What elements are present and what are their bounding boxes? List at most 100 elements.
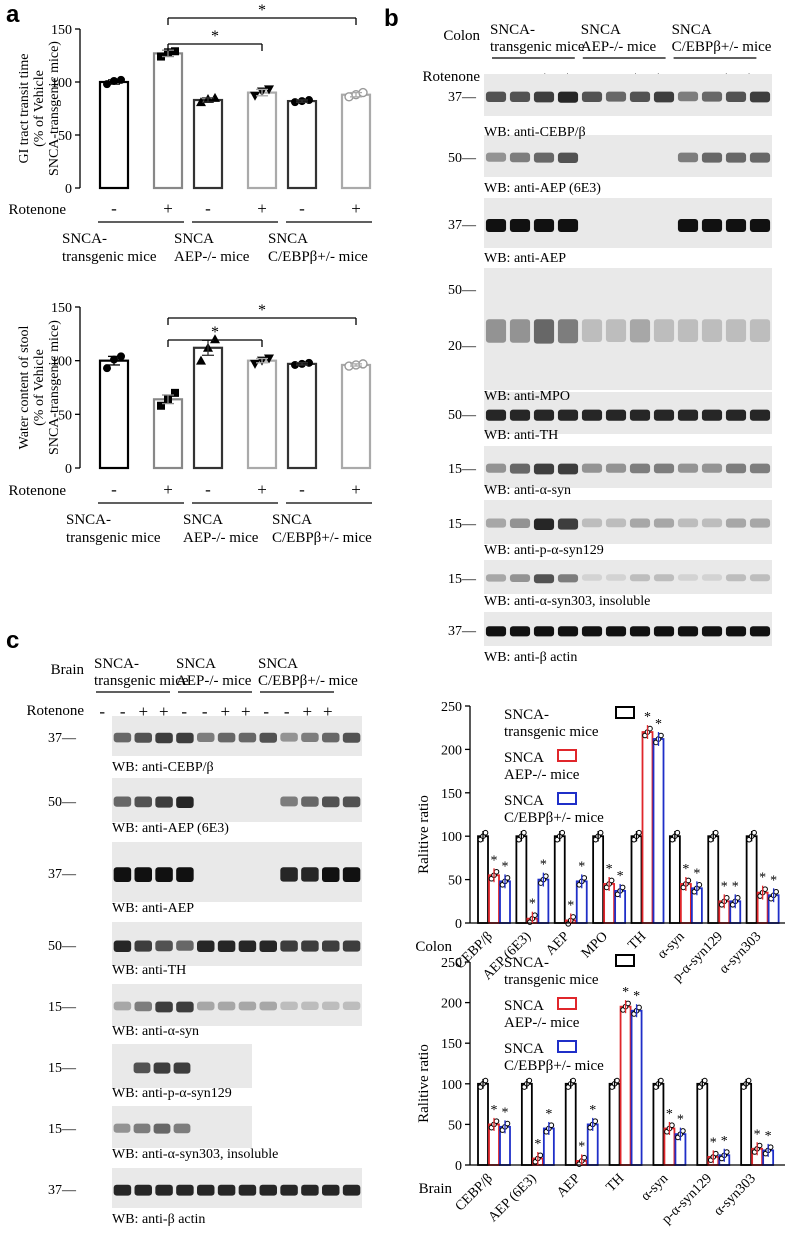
blot-background [484,612,772,646]
blot-band [557,319,579,344]
group-name: AEP-/- mice [174,249,250,265]
data-point [658,1077,664,1084]
y-tick-label: 150 [51,301,72,316]
legend-label: transgenic mice [504,724,599,740]
mw-marker: 37— [448,90,477,105]
bar [152,398,184,470]
data-point [570,914,577,920]
data-point [636,829,642,836]
data-point [526,1077,533,1084]
data-point [570,1077,577,1084]
blot-band [280,940,298,952]
blot-band [581,409,603,421]
blot-band [581,91,603,102]
y-axis-label: (% of Vehicle [32,349,47,426]
bar [286,362,318,470]
legend-swatch [557,997,577,1010]
blot-band [605,463,627,473]
data-point [504,1120,511,1127]
blot-band [749,574,771,582]
blot-band [581,574,603,581]
sig-star: * [617,869,624,884]
blot-band [701,574,723,581]
x-tick-label: AEP [554,1171,583,1200]
legend-label: transgenic mice [504,972,599,988]
group-name: C/EBPβ+/- mice [258,673,358,689]
blot-band [342,1001,361,1010]
blot-band [134,1001,152,1012]
blot-band [134,867,152,882]
data-point [723,895,730,901]
blot-band [322,732,340,743]
blot-band [301,796,319,807]
blot-band [342,796,361,808]
blot-band [217,940,236,952]
wb-label: WB: anti-AEP (6E3) [484,181,601,196]
blot-band [677,574,699,581]
blot-band [217,732,236,743]
y-tick-label: 200 [441,743,462,758]
blot-background [112,778,362,822]
blot-band [677,152,699,163]
blot-band [533,463,555,475]
group-name: SNCA- [490,22,535,38]
blot-band [197,1184,215,1196]
mw-marker: 37— [448,624,477,639]
blot-band [605,409,627,421]
blot-band [605,91,627,102]
blot-band [557,463,579,475]
blot-band [509,152,531,163]
rotenone-label: Rotenone [9,483,67,499]
data-point [548,1122,555,1129]
mw-marker: 50— [448,408,477,423]
legend-label: AEP-/- mice [504,767,580,783]
blot-band [557,574,579,583]
wb-label: WB: anti-α-syn303, insoluble [484,594,650,609]
group-name: SNCA [176,656,216,672]
blot-band [301,732,319,742]
blot-band [176,732,194,744]
wb-label: WB: anti-α-syn [484,483,571,498]
sig-star: * [644,710,651,725]
sig-star: * [567,898,574,913]
blot-band [155,1001,173,1013]
group-name: SNCA [272,512,312,528]
blot-band [342,867,361,882]
bar [340,93,372,190]
x-tick-label: TH [604,1171,628,1195]
sig-star: * [529,897,536,912]
data-point [504,875,511,881]
legend-swatch [557,792,577,805]
blot-band [677,219,699,232]
group-name: C/EBPβ+/- mice [268,249,368,265]
sig-star: * [491,853,498,868]
blot-band [509,574,531,582]
sig-star: * [540,858,547,873]
legend-label: SNCA [504,1041,544,1057]
blot-band [134,940,152,952]
rotenone-sign: + [257,199,267,218]
blot-band [173,1123,191,1134]
y-tick-label: 150 [441,787,462,802]
data-point [614,1077,620,1084]
mw-marker: 15— [48,1122,77,1137]
blot-band [155,796,173,808]
blot-band [677,319,699,342]
data-point [250,359,260,369]
group-name: C/EBPβ+/- mice [672,39,772,55]
blot-band [217,1001,236,1011]
data-point [482,829,489,836]
blot-band [557,518,579,530]
blot-band [581,319,603,342]
data-point [250,91,260,101]
y-axis-label: Water content of stool [17,326,32,450]
blot-band [701,626,723,637]
blot-band [153,1123,171,1134]
data-point [493,1118,500,1124]
blot-band [113,940,132,952]
group-name: SNCA- [62,231,107,247]
blot-band [485,319,507,343]
blot-band [629,91,651,102]
blot-band [533,409,555,421]
rotenone-label: Rotenone [27,703,85,719]
